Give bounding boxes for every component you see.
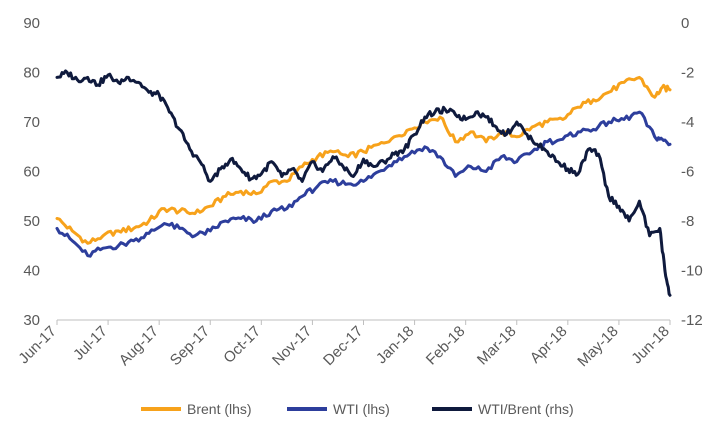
y-left-tick-label: 30 [23,312,40,329]
series-line-3 [55,69,672,297]
y-left-tick-label: 50 [23,213,40,230]
series-line-1 [55,75,672,245]
plot-area [55,69,672,297]
legend-label-1: Brent (lhs) [187,401,252,417]
y-right-tick-label: 0 [681,15,689,32]
y-right-tick-label: -4 [681,114,694,131]
x-tick-label: Jun-17 [15,323,59,367]
x-tick-label: Nov-17 [269,323,315,369]
x-tick-label: Sep-17 [167,323,213,369]
series-line-2 [55,110,672,258]
x-tick-label: May-18 [574,323,621,370]
x-tick-label: Jun-18 [628,323,672,367]
y-left-tick-label: 80 [23,65,40,82]
legend-label-3: WTI/Brent (rhs) [478,401,574,417]
y-left-tick-label: 70 [23,114,40,131]
y-right-tick-label: -10 [681,263,703,280]
y-left-tick-label: 60 [23,164,40,181]
y-right-tick-label: -2 [681,65,694,82]
y-right-tick-label: -8 [681,213,694,230]
chart-legend: Brent (lhs) WTI (lhs) WTI/Brent (rhs) [141,401,574,417]
x-tick-label: Mar-18 [474,323,520,369]
x-tick-label: Jan-18 [373,323,417,367]
y-left-tick-label: 40 [23,263,40,280]
x-tick-label: Oct-17 [220,323,264,367]
y-right-tick-label: -6 [681,164,694,181]
chart-axes: Jun-17 Jul-17 Aug-17 Sep-17 Oct-17 Nov-17 Dec-… [15,15,702,370]
x-tick-label: Apr-18 [527,323,571,367]
y-left-tick-label: 90 [23,15,40,32]
legend-label-2: WTI (lhs) [333,401,390,417]
x-tick-label: Jul-17 [70,323,111,364]
x-tick-label: Aug-17 [116,323,162,369]
y-right-tick-label: -12 [681,312,703,329]
x-tick-label: Dec-17 [320,323,366,369]
x-tick-label: Feb-18 [423,323,469,369]
